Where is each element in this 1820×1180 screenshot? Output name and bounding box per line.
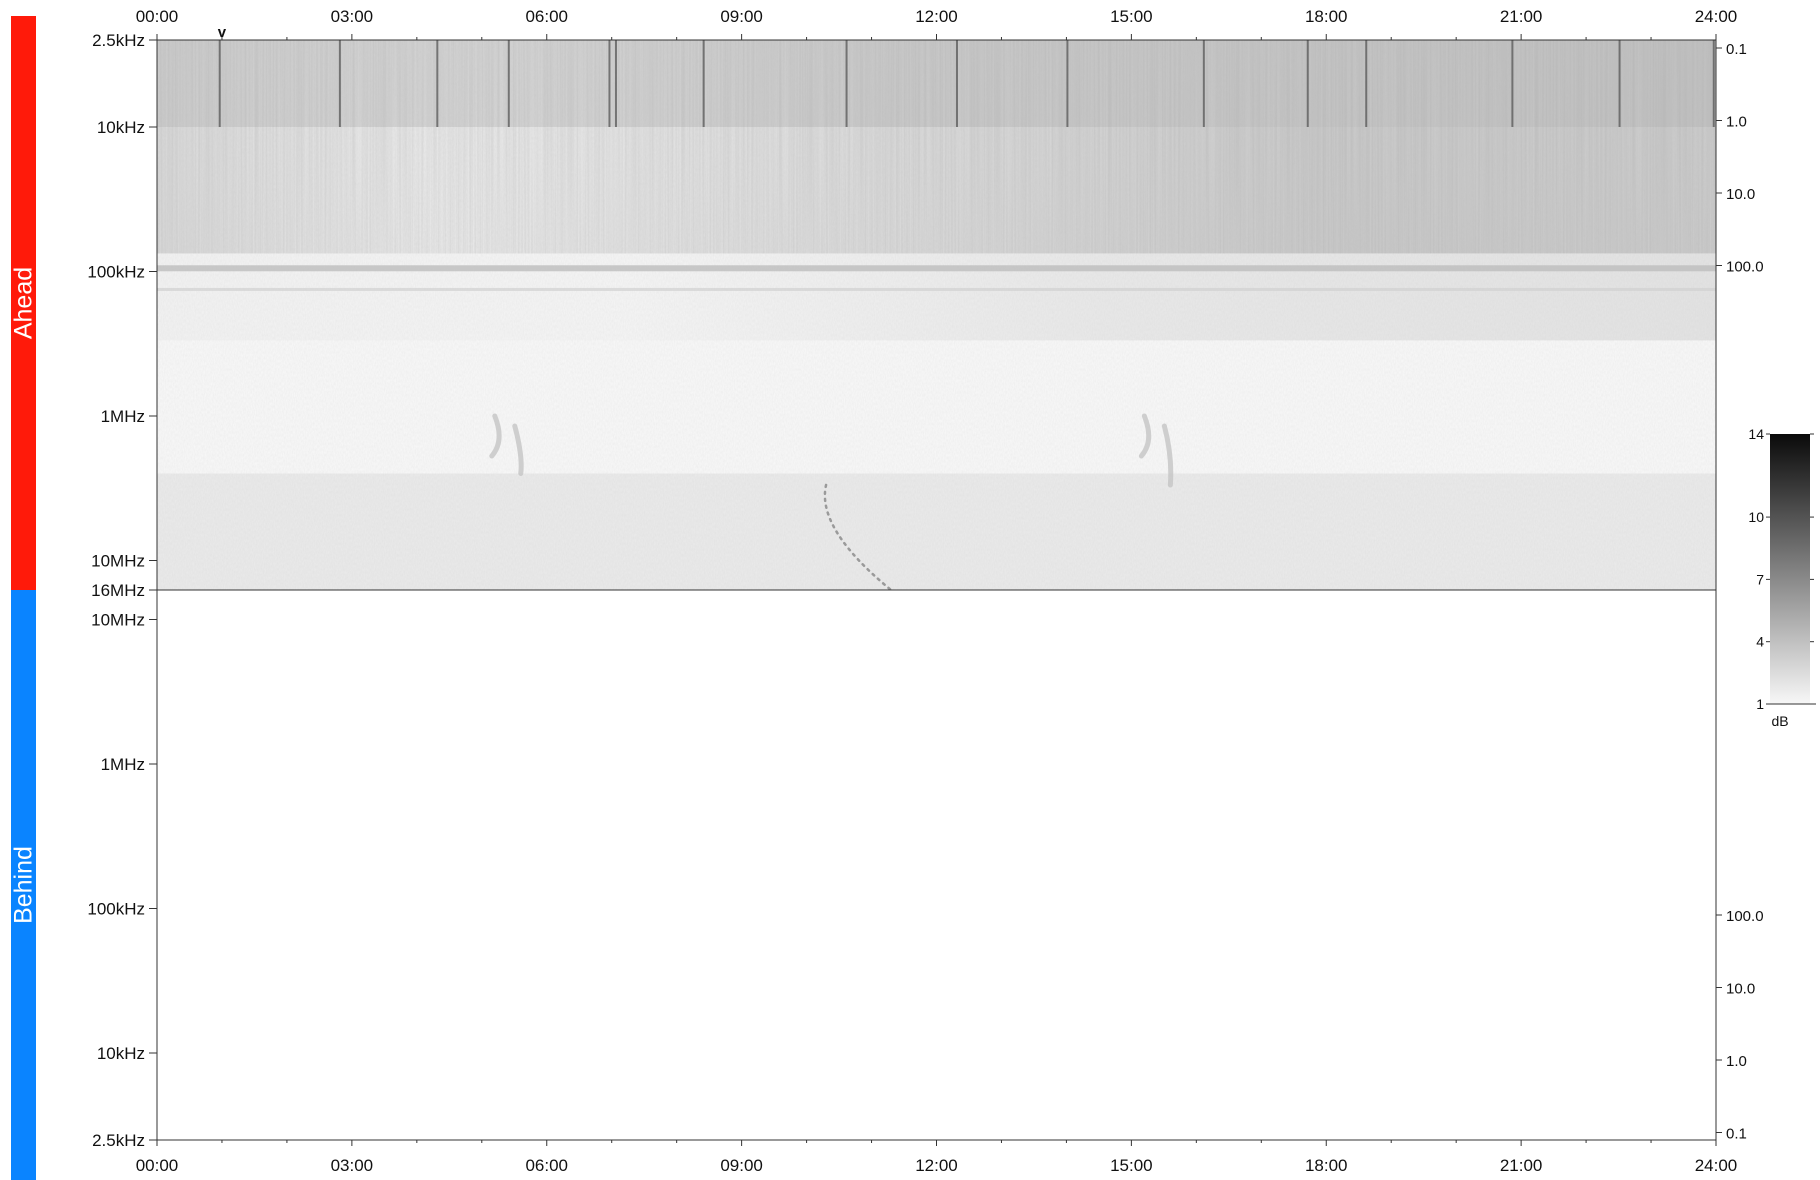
ahead-panel-band: Ahead: [9, 16, 37, 590]
right-tick-label-ahead: 0.1: [1726, 41, 1747, 58]
x-tick-label-bottom: 00:00: [136, 1156, 179, 1175]
y-tick-label-behind: 100kHz: [87, 899, 145, 918]
colorbar-tick-label: 10: [1748, 509, 1764, 525]
kilometric-burst: [1365, 40, 1368, 127]
colorbar-tick-label: 4: [1756, 634, 1764, 650]
kilometric-burst: [338, 40, 341, 127]
behind-panel-band: Behind: [9, 590, 37, 1180]
right-tick-label-behind: 0.1: [1726, 1126, 1747, 1143]
kilometric-burst: [1306, 40, 1309, 127]
kilometric-burst: [436, 40, 439, 127]
kilometric-burst: [608, 40, 611, 127]
x-tick-label-top: 03:00: [331, 7, 374, 26]
x-tick-label-top: 00:00: [136, 7, 179, 26]
x-tick-label-top: 12:00: [915, 7, 958, 26]
emission-line: [157, 265, 1716, 272]
kilometric-burst: [507, 40, 510, 127]
colorbar-tick-label: 1: [1756, 696, 1764, 712]
x-tick-label-bottom: 21:00: [1500, 1156, 1543, 1175]
x-tick-label-bottom: 24:00: [1695, 1156, 1738, 1175]
type-ii-drift: [823, 483, 893, 592]
x-tick-label-top: 18:00: [1305, 7, 1348, 26]
x-tick-label-bottom: 15:00: [1110, 1156, 1153, 1175]
right-tick-label-behind: 1.0: [1726, 1053, 1747, 1070]
time-marker: v: [218, 24, 227, 41]
y-tick-label-ahead: 1MHz: [101, 407, 145, 426]
kilometric-burst: [1511, 40, 1514, 127]
colorbar-tick-label: 14: [1748, 426, 1764, 442]
kilometric-burst: [614, 40, 617, 127]
axes-layer: 00:00 00:00 03:00 03:00 06:00 06:00 09:00 09:00…: [87, 7, 1763, 1175]
right-tick-label-behind: 100.0: [1726, 908, 1764, 925]
right-tick-label-behind: 10.0: [1726, 981, 1755, 998]
x-tick-label-top: 15:00: [1110, 7, 1153, 26]
colorbar-unit-label: dB: [1771, 713, 1788, 729]
x-tick-label-bottom: 12:00: [915, 1156, 958, 1175]
x-tick-label-top: 06:00: [525, 7, 568, 26]
x-tick-label-top: 21:00: [1500, 7, 1543, 26]
y-tick-label-ahead: 10MHz: [91, 552, 145, 571]
x-tick-label-top: 24:00: [1695, 7, 1738, 26]
right-tick-label-ahead: 100.0: [1726, 259, 1764, 276]
kilometric-burst: [845, 40, 848, 127]
x-tick-label-bottom: 03:00: [331, 1156, 374, 1175]
x-tick-label-bottom: 09:00: [720, 1156, 763, 1175]
y-tick-label-ahead: 100kHz: [87, 263, 145, 282]
colorbar-gradient: [1770, 434, 1810, 704]
x-tick-label-bottom: 18:00: [1305, 1156, 1348, 1175]
kilometric-burst: [1618, 40, 1621, 127]
y-tick-label-behind: 1MHz: [101, 755, 145, 774]
behind-plot-frame: [156, 589, 1717, 1141]
kilometric-burst: [1066, 40, 1069, 127]
y-tick-label-ahead: 2.5kHz: [92, 31, 145, 50]
emission-line-secondary: [157, 287, 1716, 291]
right-tick-label-ahead: 1.0: [1726, 114, 1747, 131]
kilometric-burst: [702, 40, 705, 127]
kilometric-burst: [955, 40, 958, 127]
ahead-spectrogram-image: [157, 40, 1716, 592]
x-tick-label-top: 09:00: [720, 7, 763, 26]
y-tick-label-behind: 10kHz: [97, 1044, 145, 1063]
kilometric-burst: [1712, 40, 1715, 127]
right-tick-label-ahead: 10.0: [1726, 186, 1755, 203]
vertical-streaks: [157, 40, 1716, 254]
kilometric-burst: [1202, 40, 1205, 127]
y-tick-label-ahead: 10kHz: [97, 118, 145, 137]
y-tick-label-ahead: 16MHz: [91, 581, 145, 600]
kilometric-burst: [218, 40, 221, 127]
colorbar-tick-label: 7: [1756, 571, 1764, 587]
type-iii-burst: [1138, 413, 1174, 488]
type-iii-burst: [489, 413, 524, 477]
y-tick-label-behind: 2.5kHz: [92, 1131, 145, 1150]
colorbar: 14 10 7 4 1 dB: [1748, 426, 1816, 729]
y-tick-label-behind: 10MHz: [91, 610, 145, 629]
x-tick-label-bottom: 06:00: [525, 1156, 568, 1175]
